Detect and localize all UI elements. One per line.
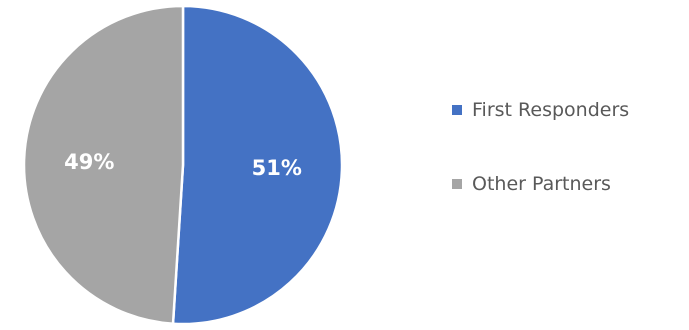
- legend-swatch-other-partners: [452, 179, 462, 189]
- pie-slice-other-partners: [22, 4, 185, 326]
- pie-slice-first-responders: [171, 4, 344, 326]
- legend: First Responders Other Partners: [452, 96, 629, 244]
- legend-label-first-responders: First Responders: [472, 99, 630, 121]
- legend-item-first-responders: First Responders: [452, 96, 629, 124]
- slice-label-other-partners: 49%: [64, 150, 114, 174]
- slice-label-first-responders: 51%: [252, 156, 302, 180]
- legend-label-other-partners: Other Partners: [472, 173, 611, 195]
- legend-item-other-partners: Other Partners: [452, 170, 629, 198]
- legend-swatch-first-responders: [452, 105, 462, 115]
